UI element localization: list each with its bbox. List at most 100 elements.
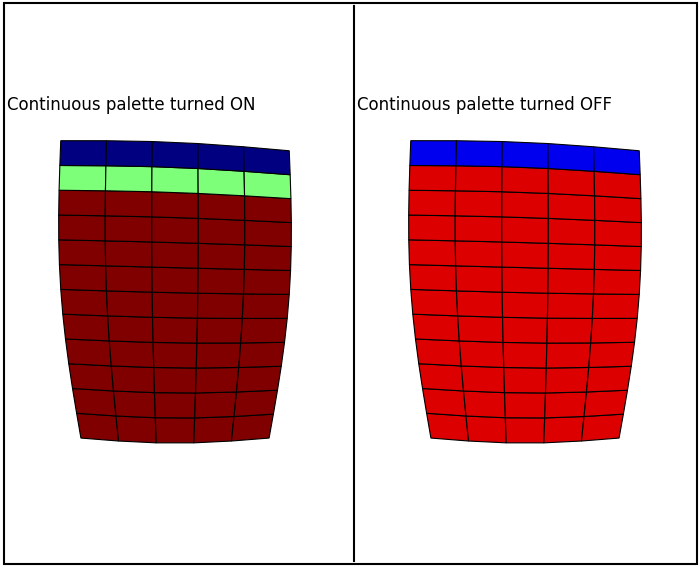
Polygon shape: [419, 363, 463, 391]
Polygon shape: [198, 243, 245, 269]
Polygon shape: [237, 366, 281, 392]
Polygon shape: [548, 268, 594, 294]
Polygon shape: [463, 391, 505, 418]
Polygon shape: [409, 191, 456, 216]
Polygon shape: [152, 267, 198, 293]
Polygon shape: [66, 339, 111, 366]
Polygon shape: [502, 142, 548, 168]
Polygon shape: [60, 265, 106, 291]
Polygon shape: [60, 141, 106, 166]
Polygon shape: [502, 192, 548, 218]
Polygon shape: [545, 392, 587, 418]
Polygon shape: [106, 166, 152, 192]
Polygon shape: [594, 196, 641, 223]
Polygon shape: [456, 266, 502, 292]
Polygon shape: [548, 143, 594, 171]
Polygon shape: [591, 318, 637, 343]
Polygon shape: [244, 147, 290, 175]
Polygon shape: [461, 366, 505, 392]
Polygon shape: [195, 392, 237, 418]
Polygon shape: [409, 166, 456, 191]
Text: Continuous palette turned OFF: Continuous palette turned OFF: [357, 96, 612, 114]
Polygon shape: [582, 414, 624, 441]
Polygon shape: [589, 342, 634, 367]
Polygon shape: [502, 217, 548, 243]
Polygon shape: [411, 289, 458, 316]
Polygon shape: [63, 314, 109, 341]
Polygon shape: [545, 367, 589, 393]
Polygon shape: [458, 316, 503, 342]
Polygon shape: [105, 216, 152, 242]
Polygon shape: [455, 191, 502, 217]
Polygon shape: [154, 367, 196, 393]
Polygon shape: [198, 193, 245, 221]
Polygon shape: [197, 293, 244, 319]
Polygon shape: [194, 417, 234, 443]
Polygon shape: [595, 221, 641, 247]
Polygon shape: [69, 363, 113, 391]
Polygon shape: [456, 291, 503, 318]
Polygon shape: [76, 413, 118, 441]
Polygon shape: [106, 266, 152, 292]
Polygon shape: [108, 316, 153, 342]
Polygon shape: [505, 392, 545, 418]
Polygon shape: [152, 292, 198, 318]
Polygon shape: [116, 416, 156, 443]
Polygon shape: [409, 240, 456, 266]
Polygon shape: [548, 193, 595, 221]
Polygon shape: [455, 216, 502, 242]
Polygon shape: [503, 342, 547, 368]
Polygon shape: [466, 416, 506, 443]
Polygon shape: [153, 318, 197, 343]
Polygon shape: [584, 390, 627, 417]
Polygon shape: [544, 417, 584, 443]
Polygon shape: [502, 292, 548, 318]
Polygon shape: [547, 318, 592, 343]
Polygon shape: [594, 147, 641, 175]
Polygon shape: [423, 388, 466, 416]
Polygon shape: [244, 196, 291, 223]
Polygon shape: [548, 168, 594, 196]
Polygon shape: [59, 191, 106, 216]
Polygon shape: [105, 191, 152, 217]
Polygon shape: [456, 141, 502, 167]
Polygon shape: [241, 318, 287, 343]
Polygon shape: [198, 218, 245, 245]
Polygon shape: [410, 265, 456, 291]
Polygon shape: [242, 294, 289, 319]
Polygon shape: [244, 245, 291, 270]
Polygon shape: [459, 341, 504, 367]
Polygon shape: [239, 342, 284, 367]
Polygon shape: [502, 167, 548, 193]
Polygon shape: [198, 268, 244, 294]
Polygon shape: [198, 168, 244, 196]
Polygon shape: [196, 343, 241, 368]
Polygon shape: [152, 192, 198, 218]
Polygon shape: [502, 267, 548, 293]
Polygon shape: [59, 166, 106, 191]
Polygon shape: [546, 343, 591, 368]
Polygon shape: [106, 291, 153, 318]
Polygon shape: [234, 390, 277, 417]
Polygon shape: [548, 243, 595, 269]
Polygon shape: [152, 167, 198, 193]
Polygon shape: [592, 294, 639, 319]
Polygon shape: [152, 217, 198, 243]
Polygon shape: [505, 418, 545, 443]
Polygon shape: [548, 218, 595, 245]
Polygon shape: [587, 366, 631, 392]
Polygon shape: [594, 245, 641, 270]
Polygon shape: [155, 418, 195, 443]
Polygon shape: [504, 367, 546, 393]
Text: Continuous palette turned ON: Continuous palette turned ON: [7, 96, 256, 114]
Polygon shape: [244, 269, 290, 294]
Polygon shape: [198, 143, 244, 171]
Polygon shape: [594, 171, 641, 198]
Polygon shape: [152, 242, 198, 268]
Polygon shape: [503, 318, 547, 343]
Polygon shape: [410, 141, 456, 166]
Polygon shape: [155, 392, 195, 418]
Polygon shape: [245, 221, 291, 247]
Polygon shape: [244, 171, 291, 198]
Polygon shape: [153, 342, 197, 368]
